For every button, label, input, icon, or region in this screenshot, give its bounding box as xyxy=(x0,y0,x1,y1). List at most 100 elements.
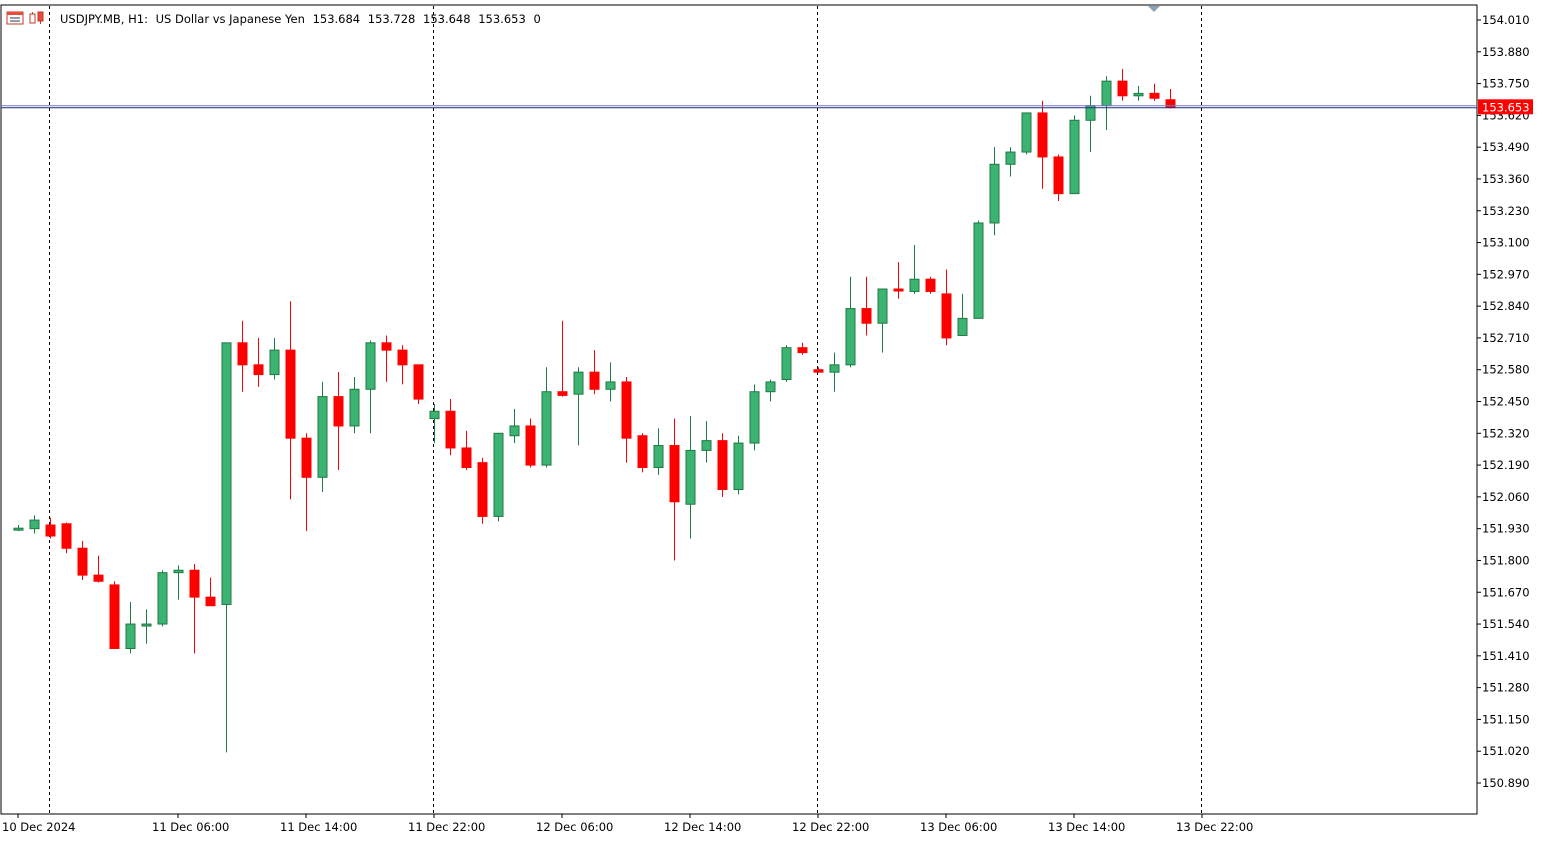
price-tick-label: 151.930 xyxy=(1482,522,1530,536)
candle-body xyxy=(349,388,360,427)
candles-icon[interactable] xyxy=(28,10,46,24)
candle xyxy=(253,337,264,387)
candle-body xyxy=(381,342,392,351)
candle-body xyxy=(605,381,616,390)
candle xyxy=(541,367,552,468)
candle xyxy=(765,379,776,402)
candle xyxy=(733,435,744,495)
candle xyxy=(941,269,952,346)
candle-body xyxy=(1133,92,1144,97)
candle xyxy=(685,416,696,539)
candle-body xyxy=(1037,112,1048,158)
candle-body xyxy=(333,396,344,427)
candle-body xyxy=(317,396,328,478)
candle xyxy=(445,399,456,456)
candle xyxy=(1005,147,1016,177)
chart-window-icon[interactable] xyxy=(6,10,24,25)
candle-body xyxy=(141,623,152,627)
candle-body xyxy=(749,391,760,444)
candle-body xyxy=(1021,112,1032,153)
symbol-description: US Dollar vs Japanese Yen xyxy=(155,12,305,26)
candle xyxy=(1021,112,1032,155)
price-axis[interactable]: 154.010153.880153.750153.620153.490153.3… xyxy=(1477,13,1533,790)
low-value: 153.648 xyxy=(423,12,471,26)
candle-body xyxy=(1005,151,1016,165)
candle-body xyxy=(925,278,936,292)
candle xyxy=(1117,68,1128,101)
price-tick-label: 152.970 xyxy=(1482,267,1530,281)
price-tick-label: 153.880 xyxy=(1482,45,1530,59)
candle xyxy=(893,262,904,299)
time-axis[interactable]: 10 Dec 2024 11 Dec 06:00 11 Dec 14:00 11 De… xyxy=(2,814,1253,834)
candle-body xyxy=(285,349,296,439)
price-tick-label: 152.060 xyxy=(1482,490,1530,504)
candle xyxy=(1149,83,1160,101)
candle xyxy=(461,430,472,470)
candle-body xyxy=(477,462,488,517)
price-tick-label: 151.280 xyxy=(1482,681,1530,695)
candle-body xyxy=(621,381,632,439)
time-tick-label: 13 Dec 22:00 xyxy=(1176,820,1253,834)
candle-body xyxy=(653,445,664,469)
candle-body xyxy=(413,364,424,400)
candle-body xyxy=(813,369,824,373)
candle-body xyxy=(845,308,856,366)
day-separators xyxy=(49,6,1202,814)
candle-body xyxy=(301,437,312,478)
candle-body xyxy=(797,347,808,354)
price-tick-label: 152.710 xyxy=(1482,331,1530,345)
candle-body xyxy=(509,425,520,437)
candle xyxy=(157,570,168,627)
candle xyxy=(621,377,632,463)
candle-body xyxy=(29,519,40,530)
candle xyxy=(477,457,488,524)
candle-body xyxy=(861,308,872,324)
candle xyxy=(845,276,856,368)
candle xyxy=(221,342,232,753)
scroll-marker-icon[interactable] xyxy=(1148,6,1160,12)
candle xyxy=(397,345,408,385)
candle-body xyxy=(637,435,648,469)
candle-body xyxy=(1101,80,1112,107)
price-tick-label: 152.580 xyxy=(1482,363,1530,377)
symbol-label: USDJPY.MB, H1: xyxy=(60,12,148,26)
time-tick-label: 12 Dec 06:00 xyxy=(536,820,613,834)
time-tick-label: 10 Dec 2024 xyxy=(2,820,75,834)
candle xyxy=(13,524,24,532)
candle-body xyxy=(45,524,56,537)
candle-body xyxy=(573,371,584,395)
candle xyxy=(781,345,792,382)
candle xyxy=(1037,100,1048,189)
candle-body xyxy=(61,523,72,549)
candle xyxy=(829,352,840,392)
candle xyxy=(797,342,808,356)
candle xyxy=(877,288,888,353)
candle xyxy=(909,244,920,294)
price-tick-label: 151.410 xyxy=(1482,649,1530,663)
candle xyxy=(493,432,504,522)
candle xyxy=(269,337,280,380)
candle xyxy=(509,408,520,444)
candle xyxy=(285,301,296,500)
price-tick-label: 151.670 xyxy=(1482,585,1530,599)
candle-body xyxy=(893,288,904,292)
candle xyxy=(205,577,216,607)
candle xyxy=(589,350,600,395)
candles xyxy=(13,68,1176,753)
candle xyxy=(109,581,120,649)
price-tick-label: 153.360 xyxy=(1482,172,1530,186)
candle-body xyxy=(429,410,440,420)
candle-body xyxy=(157,572,168,625)
time-tick-label: 13 Dec 06:00 xyxy=(920,820,997,834)
time-tick-label: 13 Dec 14:00 xyxy=(1048,820,1125,834)
price-tick-label: 153.490 xyxy=(1482,140,1530,154)
candle-body xyxy=(109,584,120,649)
chart-header: USDJPY.MB, H1: US Dollar vs Japanese Yen… xyxy=(60,12,545,26)
candle xyxy=(989,147,1000,236)
candle-body xyxy=(125,623,136,649)
candle-body xyxy=(701,440,712,451)
candle xyxy=(925,276,936,294)
candle-body xyxy=(589,371,600,390)
